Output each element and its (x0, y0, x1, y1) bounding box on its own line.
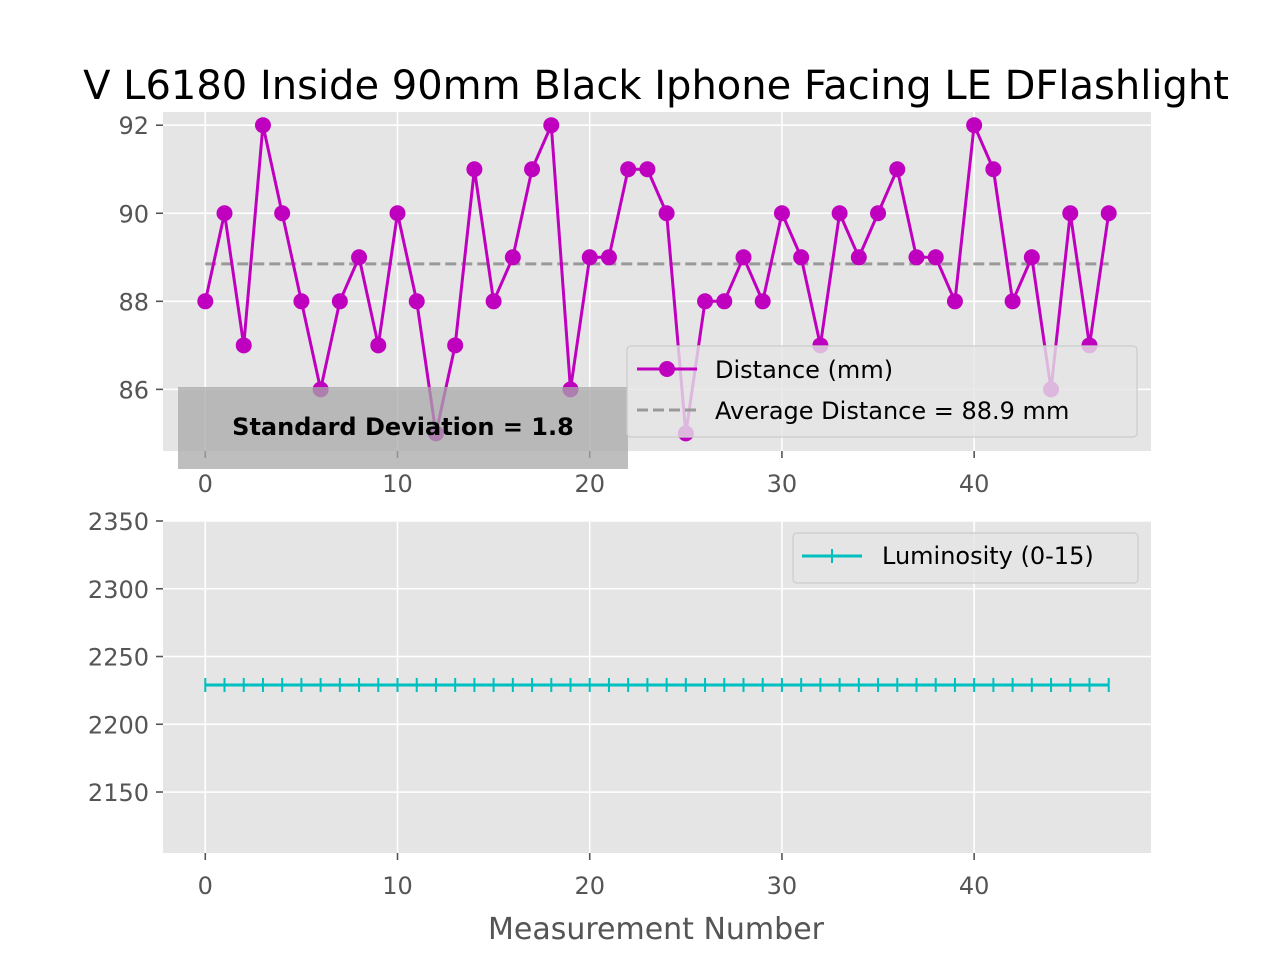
distance-point (946, 293, 963, 310)
distance-series-layer (197, 117, 1117, 442)
distance-x-tick-label: 30 (767, 470, 798, 498)
distance-point (966, 117, 983, 134)
distance-x-tick-label: 10 (382, 470, 413, 498)
luminosity-x-tick-label: 30 (767, 872, 798, 900)
distance-point (639, 161, 656, 178)
luminosity-y-tick-label: 2200 (88, 711, 149, 739)
distance-point (658, 205, 675, 222)
luminosity-y-tick-label: 2250 (88, 644, 149, 672)
distance-point (408, 293, 425, 310)
distance-y-tick-label: 86 (118, 376, 149, 404)
distance-point (389, 205, 406, 222)
distance-point (600, 249, 617, 266)
distance-point (697, 293, 714, 310)
distance-y-ticks: 86 88 90 92 (118, 112, 163, 404)
distance-point (773, 205, 790, 222)
luminosity-panel: 2150 2200 2250 2300 2350 0 10 20 30 40 Luminosit… (88, 508, 1151, 947)
distance-point (254, 117, 271, 134)
distance-point (351, 249, 368, 266)
distance-point (908, 249, 925, 266)
distance-y-tick-label: 90 (118, 200, 149, 228)
distance-point (485, 293, 502, 310)
distance-point (927, 249, 944, 266)
legend-average-label: Average Distance = 88.9 mm (715, 397, 1069, 425)
luminosity-x-tick-label: 10 (382, 872, 413, 900)
luminosity-y-tick-label: 2300 (88, 576, 149, 604)
distance-point (235, 337, 252, 354)
distance-point (831, 205, 848, 222)
distance-point (793, 249, 810, 266)
distance-point (466, 161, 483, 178)
luminosity-y-tick-label: 2150 (88, 779, 149, 807)
chart-title: V L6180 Inside 90mm Black Iphone Facing … (83, 63, 1229, 109)
distance-point (1023, 249, 1040, 266)
distance-point (293, 293, 310, 310)
distance-y-tick-label: 92 (118, 112, 149, 140)
distance-series-line (203, 123, 1111, 435)
distance-point (543, 117, 560, 134)
luminosity-y-tick-label: 2350 (88, 508, 149, 536)
distance-point (216, 205, 233, 222)
legend-distance-label: Distance (mm) (715, 356, 893, 384)
distance-point (370, 337, 387, 354)
distance-point (716, 293, 733, 310)
distance-x-ticks: 0 10 20 30 40 (198, 451, 990, 498)
distance-point (274, 205, 291, 222)
distance-point (197, 293, 214, 310)
distance-point (870, 205, 887, 222)
std-dev-text: Standard Deviation = 1.8 (232, 413, 574, 441)
std-dev-annotation: Standard Deviation = 1.8 (178, 387, 628, 469)
distance-point (850, 249, 867, 266)
luminosity-x-ticks: 0 10 20 30 40 (198, 853, 990, 900)
distance-point (524, 161, 541, 178)
distance-point (620, 161, 637, 178)
distance-point (581, 249, 598, 266)
luminosity-legend-frame (792, 532, 1139, 584)
distance-point (504, 249, 521, 266)
distance-point (735, 249, 752, 266)
std-dev-box (178, 387, 628, 469)
luminosity-series-layer (204, 677, 1110, 692)
legend-distance-marker (659, 361, 675, 377)
luminosity-x-tick-label: 20 (574, 872, 605, 900)
luminosity-legend: Luminosity (0-15) (792, 532, 1139, 584)
distance-x-tick-label: 40 (959, 470, 990, 498)
distance-x-tick-label: 20 (574, 470, 605, 498)
distance-point (1004, 293, 1021, 310)
distance-point (447, 337, 464, 354)
distance-legend: Distance (mm) Average Distance = 88.9 mm (626, 345, 1138, 438)
distance-y-tick-label: 88 (118, 288, 149, 316)
distance-x-tick-label: 0 (198, 470, 213, 498)
legend-luminosity-label: Luminosity (0-15) (882, 542, 1094, 570)
distance-point (1062, 205, 1079, 222)
distance-point (1100, 205, 1117, 222)
luminosity-x-tick-label: 0 (198, 872, 213, 900)
distance-point (985, 161, 1002, 178)
distance-point (754, 293, 771, 310)
luminosity-x-tick-label: 40 (959, 872, 990, 900)
luminosity-y-ticks: 2150 2200 2250 2300 2350 (88, 508, 163, 807)
x-axis-label: Measurement Number (488, 912, 825, 947)
distance-panel: 86 88 90 92 0 10 20 30 40 Standard Deviation = … (118, 112, 1151, 498)
distance-point (889, 161, 906, 178)
distance-point (331, 293, 348, 310)
distance-legend-frame (626, 345, 1138, 438)
